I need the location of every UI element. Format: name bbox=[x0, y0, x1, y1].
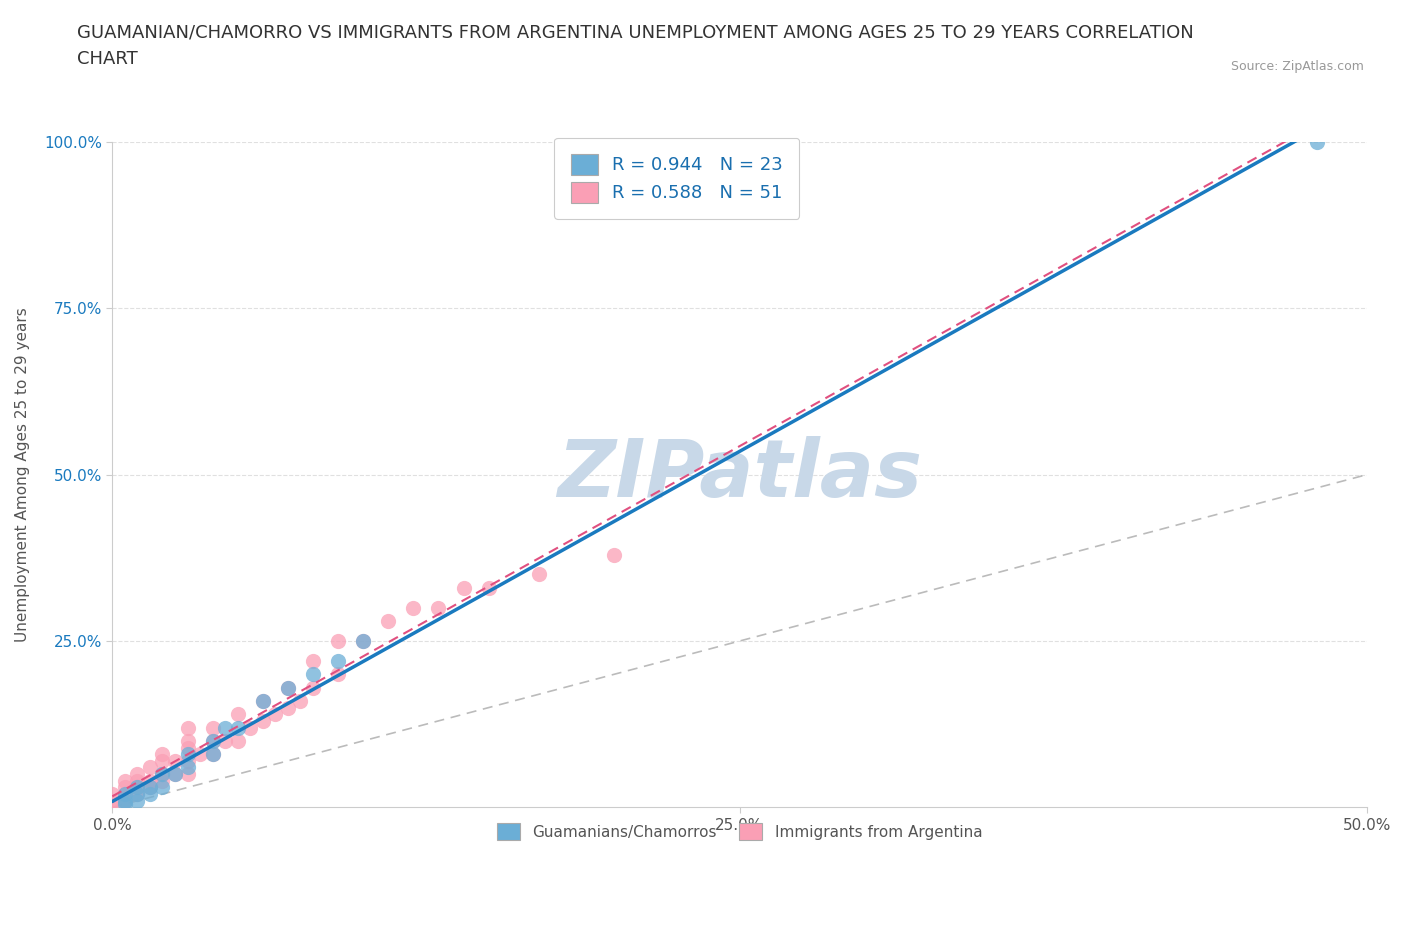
Point bbox=[226, 720, 249, 735]
Point bbox=[201, 734, 224, 749]
Point bbox=[152, 766, 174, 781]
Point bbox=[1305, 135, 1327, 150]
Point bbox=[239, 720, 262, 735]
Point bbox=[127, 766, 149, 781]
Point bbox=[163, 766, 186, 781]
Point bbox=[302, 654, 325, 669]
Point bbox=[201, 747, 224, 762]
Point bbox=[114, 774, 136, 789]
Point bbox=[252, 694, 274, 709]
Point bbox=[114, 780, 136, 795]
Point bbox=[214, 720, 236, 735]
Point bbox=[326, 667, 349, 682]
Point bbox=[176, 760, 198, 775]
Point bbox=[127, 780, 149, 795]
Text: Source: ZipAtlas.com: Source: ZipAtlas.com bbox=[1230, 60, 1364, 73]
Point bbox=[226, 707, 249, 722]
Point bbox=[252, 713, 274, 728]
Y-axis label: Unemployment Among Ages 25 to 29 years: Unemployment Among Ages 25 to 29 years bbox=[15, 307, 30, 642]
Point bbox=[201, 734, 224, 749]
Point bbox=[127, 787, 149, 802]
Point bbox=[152, 774, 174, 789]
Point bbox=[114, 787, 136, 802]
Point bbox=[176, 734, 198, 749]
Point bbox=[402, 601, 425, 616]
Legend: Guamanians/Chamorros, Immigrants from Argentina: Guamanians/Chamorros, Immigrants from Ar… bbox=[491, 817, 988, 846]
Point bbox=[252, 694, 274, 709]
Point bbox=[101, 793, 124, 808]
Point bbox=[302, 667, 325, 682]
Point bbox=[114, 787, 136, 802]
Point bbox=[453, 580, 475, 595]
Point bbox=[114, 793, 136, 808]
Point bbox=[139, 774, 162, 789]
Point bbox=[139, 780, 162, 795]
Point bbox=[176, 720, 198, 735]
Point bbox=[277, 700, 299, 715]
Point bbox=[302, 680, 325, 695]
Text: ZIPatlas: ZIPatlas bbox=[557, 435, 922, 513]
Point bbox=[352, 633, 374, 648]
Point bbox=[152, 747, 174, 762]
Point bbox=[226, 734, 249, 749]
Point bbox=[201, 720, 224, 735]
Point bbox=[188, 747, 211, 762]
Point bbox=[176, 753, 198, 768]
Point bbox=[377, 614, 399, 629]
Point bbox=[114, 793, 136, 808]
Point bbox=[352, 633, 374, 648]
Point bbox=[603, 547, 626, 562]
Point bbox=[152, 753, 174, 768]
Point bbox=[127, 774, 149, 789]
Point bbox=[201, 747, 224, 762]
Point bbox=[214, 734, 236, 749]
Point bbox=[139, 760, 162, 775]
Point bbox=[152, 766, 174, 781]
Point bbox=[478, 580, 501, 595]
Point bbox=[127, 787, 149, 802]
Point bbox=[152, 780, 174, 795]
Point bbox=[326, 633, 349, 648]
Point bbox=[176, 766, 198, 781]
Point bbox=[527, 567, 550, 582]
Point bbox=[176, 740, 198, 755]
Point bbox=[264, 707, 287, 722]
Point bbox=[277, 680, 299, 695]
Text: GUAMANIAN/CHAMORRO VS IMMIGRANTS FROM ARGENTINA UNEMPLOYMENT AMONG AGES 25 TO 29: GUAMANIAN/CHAMORRO VS IMMIGRANTS FROM AR… bbox=[77, 23, 1194, 68]
Point bbox=[101, 800, 124, 815]
Point bbox=[427, 601, 450, 616]
Point bbox=[326, 654, 349, 669]
Point bbox=[101, 787, 124, 802]
Point bbox=[290, 694, 312, 709]
Point bbox=[163, 753, 186, 768]
Point bbox=[139, 780, 162, 795]
Point bbox=[277, 680, 299, 695]
Point bbox=[163, 766, 186, 781]
Point bbox=[176, 747, 198, 762]
Point bbox=[139, 787, 162, 802]
Point bbox=[127, 780, 149, 795]
Point bbox=[127, 793, 149, 808]
Point bbox=[114, 797, 136, 812]
